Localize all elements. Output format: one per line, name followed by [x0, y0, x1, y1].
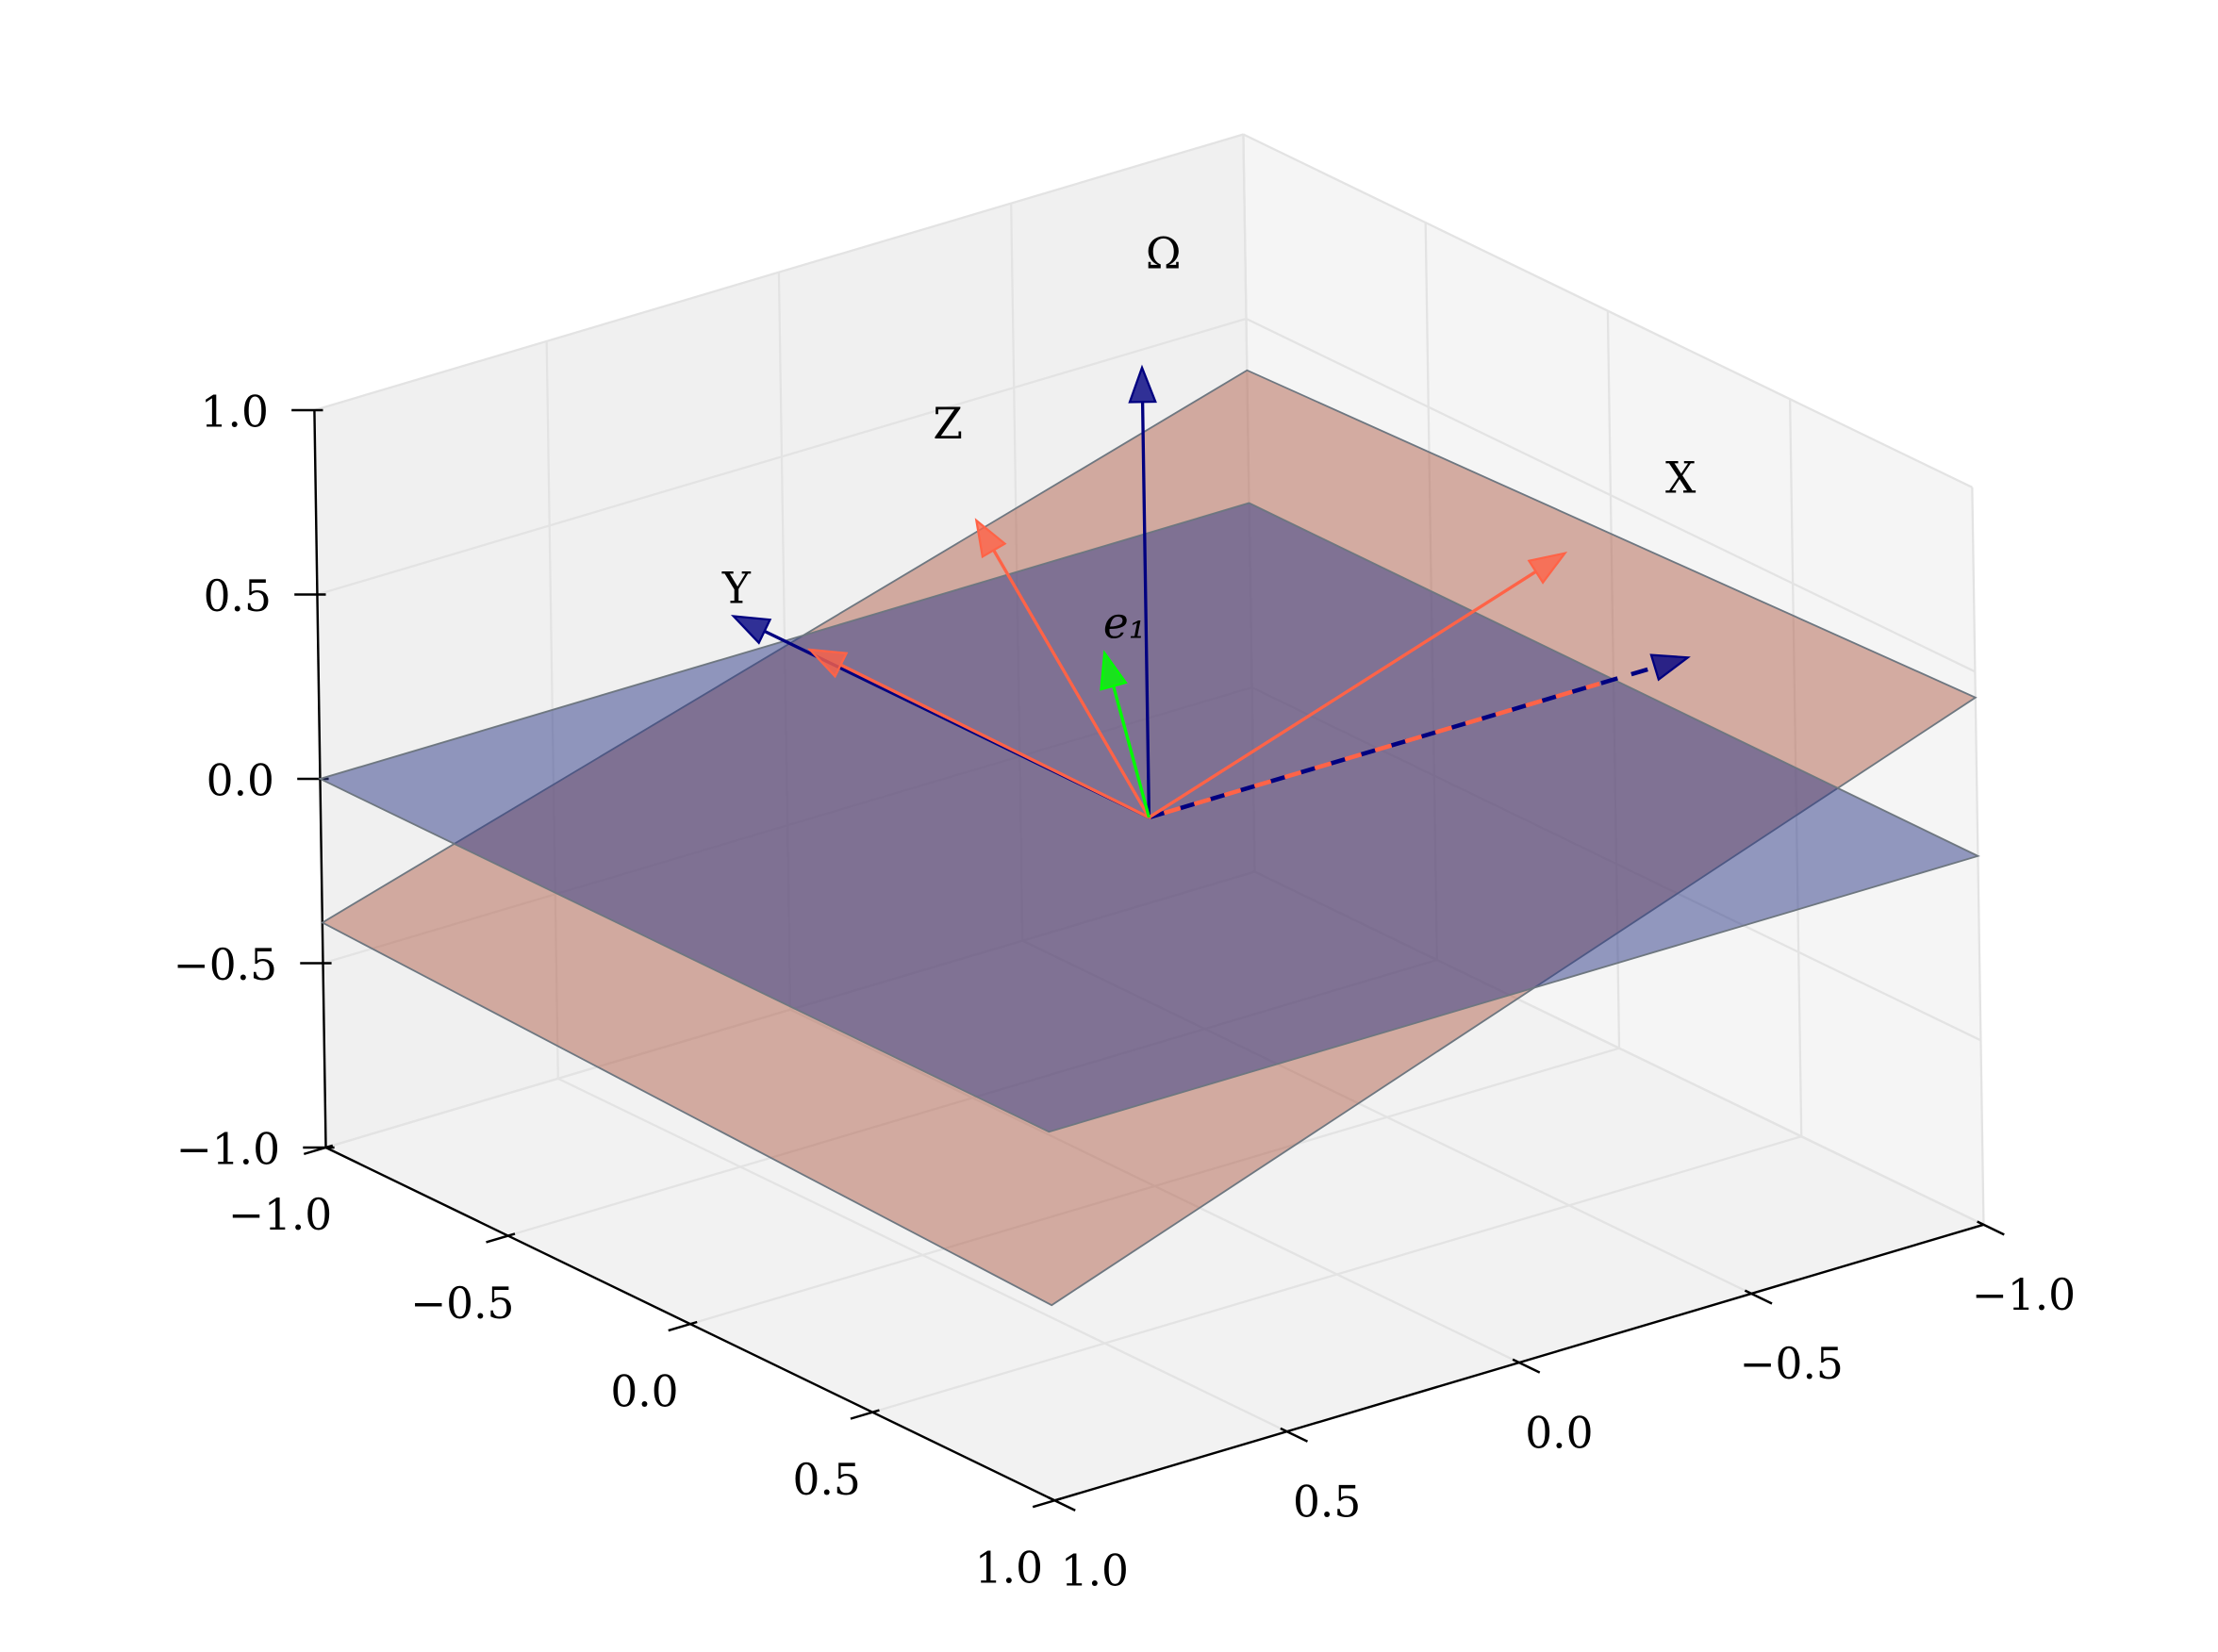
x-tick-label: 0.0 — [1525, 1408, 1593, 1458]
grid-line — [314, 133, 1244, 412]
arrow-head — [1100, 650, 1128, 691]
vector-label: Z — [933, 399, 963, 449]
y-tick-label: −1.0 — [228, 1190, 332, 1240]
grid-line — [1245, 317, 1976, 673]
grid-line — [1242, 133, 1973, 488]
vector-shaft — [1112, 686, 1151, 818]
y-tick — [850, 1409, 880, 1420]
arrow-head — [1527, 551, 1568, 585]
arrow-head — [807, 648, 849, 679]
x-tick — [1977, 1220, 2005, 1236]
arrow-head — [1128, 364, 1157, 404]
grid-line — [317, 317, 1247, 596]
x-tick-label: 1.0 — [1061, 1546, 1129, 1596]
y-tick — [486, 1232, 516, 1244]
vector-shaft — [1148, 665, 1656, 820]
x-tick-label: −1.0 — [1972, 1270, 2076, 1320]
arrow-head — [1649, 653, 1691, 682]
x-tick — [1280, 1427, 1309, 1443]
x-tick-label: 0.5 — [1293, 1477, 1361, 1527]
vector-label: Y — [721, 563, 752, 613]
y-tick-label: 1.0 — [975, 1544, 1043, 1594]
y-tick — [303, 1144, 334, 1156]
z-tick-label: 0.5 — [204, 571, 272, 621]
z-tick-label: 1.0 — [201, 388, 269, 438]
vector-shaft — [1148, 570, 1537, 819]
vector-label: X — [1665, 453, 1697, 503]
vector-label: Ω — [1146, 229, 1182, 279]
grid-line — [871, 1135, 1802, 1413]
x-tick-label: −0.5 — [1739, 1339, 1843, 1389]
x-tick — [1512, 1358, 1541, 1374]
arrow-head — [730, 615, 772, 645]
y-tick — [1032, 1496, 1063, 1509]
arrow-head — [974, 518, 1007, 559]
y-tick-label: −0.5 — [410, 1279, 514, 1329]
vector-shaft — [992, 549, 1150, 818]
y-tick-label: 0.0 — [610, 1366, 678, 1416]
y-tick — [668, 1320, 698, 1332]
vector-label: e₁ — [1103, 599, 1146, 649]
z-tick-label: −0.5 — [174, 940, 277, 990]
vector-shaft — [1140, 402, 1151, 818]
z-tick-label: 0.0 — [207, 756, 274, 806]
vector-shaft — [839, 663, 1150, 819]
x-tick — [1048, 1495, 1076, 1512]
z-tick-label: −1.0 — [176, 1125, 280, 1175]
x-tick — [1744, 1289, 1773, 1305]
y-tick-label: 0.5 — [793, 1455, 861, 1505]
